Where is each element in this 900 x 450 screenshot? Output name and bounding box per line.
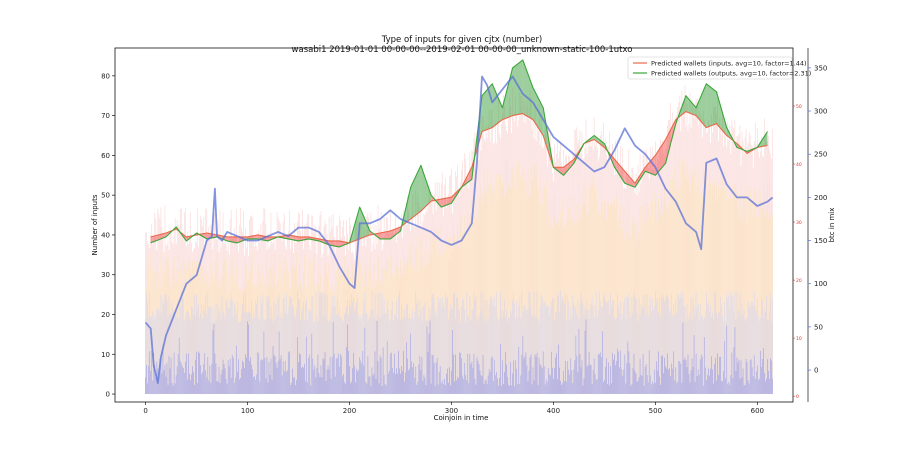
series-line-outputs [150, 59, 768, 248]
y-axis-left: 0 10 20 30 40 50 60 70 80 [101, 72, 115, 399]
x-tick-label: 200 [343, 407, 356, 415]
wallet-diff-fill [441, 197, 452, 208]
background-bars-layer [145, 85, 773, 395]
wallet-diff-fill [329, 240, 340, 247]
wallet-diff-fill [522, 59, 534, 120]
wallet-diff-fill [482, 83, 493, 132]
y2-tick-label: 150 [814, 237, 827, 245]
y-tick-label: 60 [101, 152, 110, 160]
legend-label-outputs: Predicted wallets (outputs, avg=10, fact… [651, 70, 811, 78]
y-tick-label: 10 [101, 351, 110, 359]
y-tick-label: 70 [101, 112, 110, 120]
y2-tick-label: 0 [814, 367, 818, 375]
y-tick-label: 20 [101, 311, 110, 319]
chart-title: Type of inputs for given cjtx (number) [381, 35, 543, 45]
y-tick-label: 80 [101, 72, 110, 80]
y2-tick-label: 300 [814, 108, 827, 116]
y-tick-label: 30 [101, 271, 110, 279]
y3-tick-label: 20 [796, 278, 802, 284]
wallet-diff-fill [706, 83, 717, 128]
y-tick-label: 0 [106, 391, 110, 399]
series-lines-layer [144, 59, 774, 384]
y2-axis-label: btc in mix [828, 208, 836, 243]
y-axis-right-blue: 0 50 100 150 200 250 300 350 [807, 48, 827, 402]
y3-tick-label: 50 [796, 104, 802, 110]
y2-tick-label: 250 [814, 151, 827, 159]
x-tick-label: 300 [445, 407, 458, 415]
y-axis-right-red: 0 10 20 30 40 50 [793, 104, 802, 400]
legend-box [627, 56, 793, 80]
x-tick-label: 600 [751, 407, 764, 415]
x-tick-label: 100 [241, 407, 254, 415]
wallet-diff-fill [685, 95, 697, 116]
x-tick-label: 500 [649, 407, 662, 415]
series-line-btc-in-mix [144, 75, 774, 384]
y2-tick-label: 50 [814, 323, 823, 331]
y2-tick-label: 200 [814, 194, 827, 202]
wallet-diff-fill [150, 232, 166, 243]
wallet-diff-fill [624, 171, 635, 188]
y2-tick-label: 100 [814, 280, 827, 288]
wallet-diff-fill [492, 83, 503, 128]
wallet-diff-fill [594, 135, 605, 148]
legend-label-inputs: Predicted wallets (inputs, avg=10, facto… [651, 60, 807, 68]
wallet-diff-fill [512, 59, 523, 116]
y2-tick-label: 350 [814, 64, 827, 72]
y-tick-label: 50 [101, 192, 110, 200]
wallet-diff-fill [563, 159, 574, 176]
wallet-diff-fill [645, 155, 656, 176]
wallet-diff-fill [614, 159, 625, 184]
chart-subtitle: wasabi1 2019-01-01 00-00-00--2019-02-01 … [292, 45, 633, 55]
x-tick-label: 0 [143, 407, 147, 415]
y-tick-label: 40 [101, 231, 110, 239]
x-tick-label: 400 [547, 407, 560, 415]
y3-tick-label: 40 [796, 162, 802, 168]
y-axis-label: Number of inputs [91, 194, 99, 255]
wallet-diff-fill [420, 165, 432, 212]
wallet-diff-fill [410, 165, 421, 220]
plot-frame [114, 47, 794, 403]
legend: Predicted wallets (inputs, avg=10, facto… [627, 56, 811, 80]
wallet-diff-fill [696, 83, 707, 128]
y3-tick-label: 0 [796, 394, 799, 400]
x-axis: 0 100 200 300 400 500 600 [143, 402, 764, 415]
y3-tick-label: 10 [796, 336, 802, 342]
x-axis-label: Coinjoin in time [434, 414, 489, 422]
y3-tick-label: 30 [796, 220, 802, 226]
